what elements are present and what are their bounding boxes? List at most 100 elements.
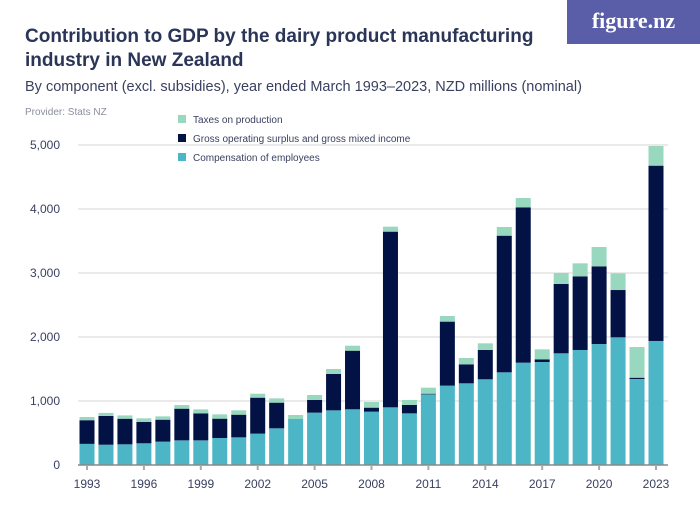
bar-segment-2021-taxes	[610, 273, 626, 291]
legend-swatch	[178, 153, 186, 161]
bar-segment-2021-compensation	[610, 337, 626, 465]
bar-segment-2006-taxes	[326, 369, 342, 374]
bar-segment-2014-taxes	[477, 343, 493, 350]
bar-segment-1998-compensation	[174, 440, 190, 465]
bar-segment-2010-compensation	[401, 413, 417, 465]
chart-title: Contribution to GDP by the dairy product…	[25, 26, 534, 71]
bar-segment-1995-taxes	[117, 415, 133, 419]
bar-segment-2020-taxes	[591, 247, 607, 267]
bar-segment-2017-gross-operating-surplus	[534, 359, 550, 363]
bar-segment-2002-taxes	[250, 393, 266, 398]
bar-segment-2009-gross-operating-surplus	[382, 231, 398, 408]
bar-segment-2013-gross-operating-surplus	[458, 364, 474, 384]
x-tick-label: 2014	[472, 477, 499, 491]
bar-segment-2019-gross-operating-surplus	[572, 276, 588, 350]
legend-label: Compensation of employees	[193, 153, 320, 164]
bar-segment-2007-compensation	[345, 409, 361, 465]
bar-segment-1993-gross-operating-surplus	[79, 420, 95, 444]
bar-segment-2022-gross-operating-surplus	[629, 377, 645, 379]
bar-segment-1994-taxes	[98, 412, 114, 416]
x-tick-label: 1993	[74, 477, 101, 491]
bar-segment-2001-gross-operating-surplus	[231, 414, 247, 438]
legend-swatch	[178, 134, 186, 142]
bar-segment-2004-compensation	[288, 418, 304, 465]
legend-label: Taxes on production	[193, 115, 283, 126]
bar-segment-2023-gross-operating-surplus	[648, 165, 664, 341]
bar-segment-1999-gross-operating-surplus	[193, 413, 209, 441]
provider-label: Provider: Stats NZ	[25, 107, 107, 118]
bar-segment-2006-gross-operating-surplus	[326, 373, 342, 411]
x-tick-label: 2002	[244, 477, 271, 491]
bar-segment-2013-taxes	[458, 357, 474, 365]
bar-segment-2018-taxes	[553, 273, 569, 285]
bar-segment-1995-gross-operating-surplus	[117, 418, 133, 445]
bar-segment-2008-compensation	[364, 411, 379, 465]
bar-segment-1993-compensation	[79, 443, 95, 465]
bar-segment-2019-compensation	[572, 349, 588, 465]
bar-segment-1996-gross-operating-surplus	[136, 421, 152, 444]
bar-segment-1993-taxes	[79, 417, 95, 421]
bar-segment-2018-gross-operating-surplus	[553, 284, 569, 354]
bar-segment-2001-compensation	[231, 437, 247, 465]
y-tick-label: 0	[53, 458, 60, 472]
bar-segment-2000-taxes	[212, 414, 228, 419]
bar-segment-2005-compensation	[307, 412, 323, 465]
bar-segment-2002-gross-operating-surplus	[250, 397, 266, 434]
bar-segment-1999-taxes	[193, 409, 209, 414]
bar-segment-2001-taxes	[231, 410, 247, 415]
bar-segment-2017-compensation	[534, 362, 550, 465]
bar-segment-2016-gross-operating-surplus	[515, 207, 531, 363]
bar-segment-2006-compensation	[326, 410, 342, 465]
bar-segment-2008-gross-operating-surplus	[364, 407, 379, 412]
bar-segment-2011-gross-operating-surplus	[420, 393, 436, 395]
x-tick-label: 2017	[529, 477, 556, 491]
bar-segment-1995-compensation	[117, 444, 133, 465]
bar-segment-2010-taxes	[401, 399, 417, 405]
bar-segment-2003-compensation	[269, 428, 285, 465]
bar-segment-2014-compensation	[477, 379, 493, 465]
bar-segment-2016-taxes	[515, 197, 531, 208]
legend-swatch	[178, 115, 186, 123]
chart-subtitle: By component (excl. subsidies), year end…	[25, 79, 582, 95]
bar-segment-1994-compensation	[98, 444, 114, 465]
bar-segment-2000-compensation	[212, 437, 228, 465]
x-tick-label: 1996	[131, 477, 158, 491]
bar-segment-2015-compensation	[496, 372, 512, 465]
bar-segment-2007-taxes	[345, 345, 361, 351]
bar-segment-2015-taxes	[496, 226, 512, 236]
x-tick-label: 2023	[643, 477, 670, 491]
bar-segment-1994-gross-operating-surplus	[98, 415, 114, 445]
bar-segment-2020-compensation	[591, 344, 607, 465]
bar-segment-2013-compensation	[458, 383, 474, 465]
bar-segment-2010-gross-operating-surplus	[401, 404, 417, 414]
x-tick-label: 2005	[301, 477, 328, 491]
bar-segment-2022-compensation	[629, 378, 645, 465]
x-tick-label: 2011	[415, 477, 441, 491]
bar-segment-2012-taxes	[439, 316, 455, 322]
bar-segment-2022-taxes	[629, 347, 645, 378]
bar-segment-2005-gross-operating-surplus	[307, 399, 323, 413]
bar-segment-2004-taxes	[288, 415, 304, 419]
bar-segment-2005-taxes	[307, 394, 323, 400]
y-tick-label: 5,000	[30, 138, 60, 152]
bar-segment-2011-compensation	[420, 394, 436, 465]
bar-segment-2023-compensation	[648, 340, 664, 465]
bar-segment-1996-taxes	[136, 418, 152, 422]
bar-segment-2008-taxes	[364, 402, 379, 408]
bar-segment-2009-compensation	[382, 407, 398, 465]
bar-segment-2007-gross-operating-surplus	[345, 350, 361, 410]
bar-segment-1999-compensation	[193, 440, 209, 465]
bar-segment-2017-taxes	[534, 349, 550, 360]
bar-segment-2021-gross-operating-surplus	[610, 290, 626, 338]
bar-segment-2018-compensation	[553, 353, 569, 465]
y-tick-label: 3,000	[30, 266, 60, 280]
bar-segment-2011-taxes	[420, 387, 436, 394]
bar-segment-1998-taxes	[174, 405, 190, 409]
bar-segment-2019-taxes	[572, 263, 588, 277]
bar-segment-2000-gross-operating-surplus	[212, 418, 228, 438]
figure-nz-logo[interactable]: figure.nz	[567, 0, 700, 44]
y-tick-label: 1,000	[30, 394, 60, 408]
bar-segment-2015-gross-operating-surplus	[496, 235, 512, 373]
